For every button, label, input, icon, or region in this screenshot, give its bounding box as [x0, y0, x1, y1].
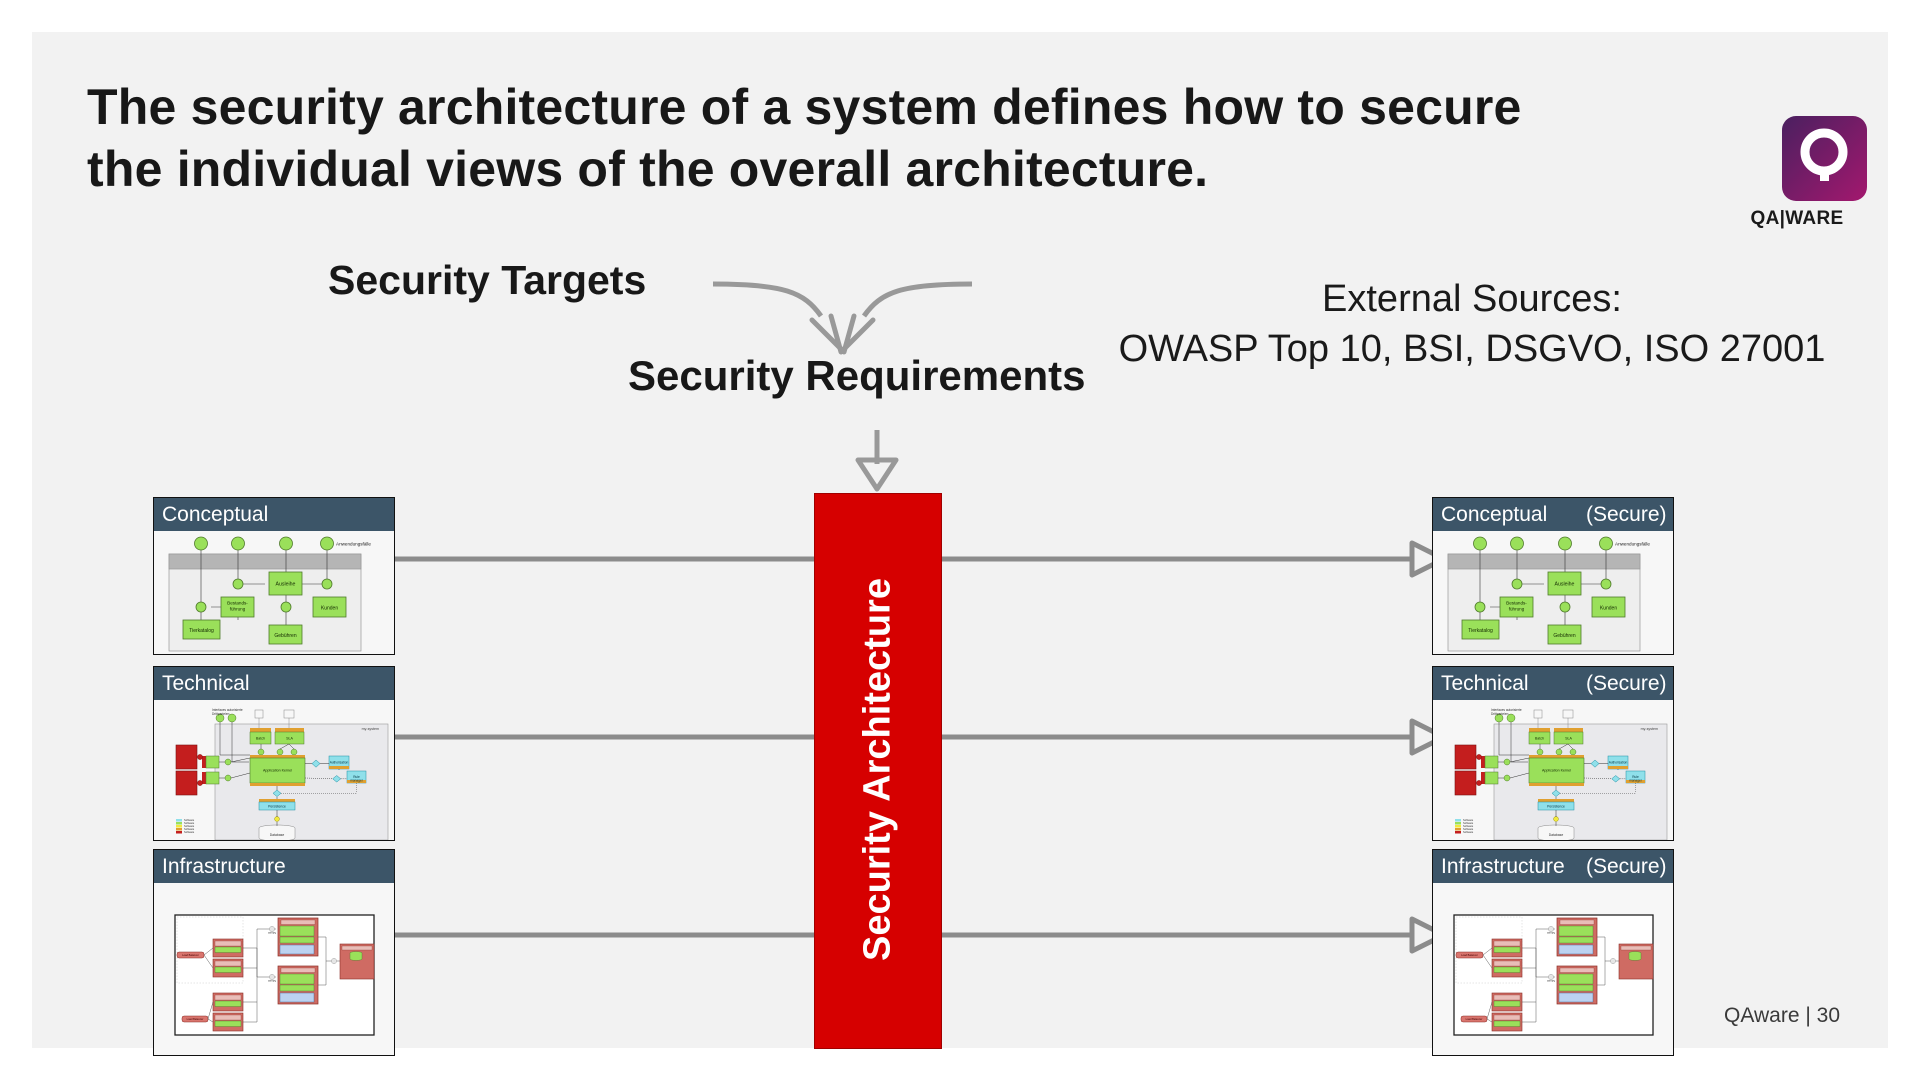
svg-text:Anwendungsfälle: Anwendungsfälle — [1615, 542, 1650, 547]
svg-text:Anwendungsfälle: Anwendungsfälle — [336, 542, 371, 547]
svg-text:führung: führung — [1509, 607, 1525, 612]
svg-text:Application Kernel: Application Kernel — [1542, 769, 1571, 773]
svg-text:SLA: SLA — [286, 737, 293, 741]
svg-text:Persistence: Persistence — [1547, 805, 1565, 809]
svg-text:Persistence: Persistence — [268, 805, 286, 809]
svg-text:Batch: Batch — [1535, 737, 1544, 741]
svg-text:Load Balancer: Load Balancer — [187, 1017, 204, 1021]
svg-text:my-system: my-system — [362, 727, 379, 731]
svg-text:Ausleihe: Ausleihe — [1555, 582, 1575, 588]
svg-text:Tierkatalog: Tierkatalog — [1468, 628, 1493, 634]
svg-text:Authorisation: Authorisation — [330, 761, 349, 765]
svg-text:HTTPS: HTTPS — [1547, 932, 1555, 935]
svg-text:Kunden: Kunden — [1600, 606, 1617, 612]
svg-text:Batch: Batch — [256, 737, 265, 741]
svg-text:Load Balancer: Load Balancer — [1461, 953, 1478, 957]
svg-text:Drittparteien: Drittparteien — [212, 712, 230, 716]
svg-text:Application Kernel: Application Kernel — [263, 769, 292, 773]
svg-text:Drittparteien: Drittparteien — [1491, 712, 1509, 716]
svg-text:Load Balancer: Load Balancer — [1466, 1017, 1483, 1021]
svg-text:Gebühren: Gebühren — [274, 633, 296, 639]
svg-text:manager: manager — [1629, 779, 1643, 783]
svg-text:Software: Software — [184, 830, 195, 834]
svg-text:SLA: SLA — [1565, 737, 1572, 741]
svg-text:Ausleihe: Ausleihe — [276, 582, 296, 588]
svg-text:Database: Database — [1549, 833, 1564, 837]
svg-text:my-system: my-system — [1641, 727, 1658, 731]
svg-text:Load Balancer: Load Balancer — [182, 953, 199, 957]
svg-text:führung: führung — [230, 607, 246, 612]
svg-text:HTTPS: HTTPS — [268, 932, 276, 935]
svg-text:Bestands-: Bestands- — [1506, 601, 1527, 606]
svg-text:HTTPS: HTTPS — [1547, 980, 1555, 983]
svg-text:manager: manager — [350, 779, 364, 783]
svg-text:HTTPS: HTTPS — [268, 980, 276, 983]
svg-text:Kunden: Kunden — [321, 606, 338, 612]
svg-text:Gebühren: Gebühren — [1553, 633, 1575, 639]
svg-text:Tierkatalog: Tierkatalog — [189, 628, 214, 634]
svg-text:Authorisation: Authorisation — [1609, 761, 1628, 765]
svg-text:Software: Software — [1463, 830, 1474, 834]
svg-text:Database: Database — [270, 833, 285, 837]
svg-text:Bestands-: Bestands- — [227, 601, 248, 606]
